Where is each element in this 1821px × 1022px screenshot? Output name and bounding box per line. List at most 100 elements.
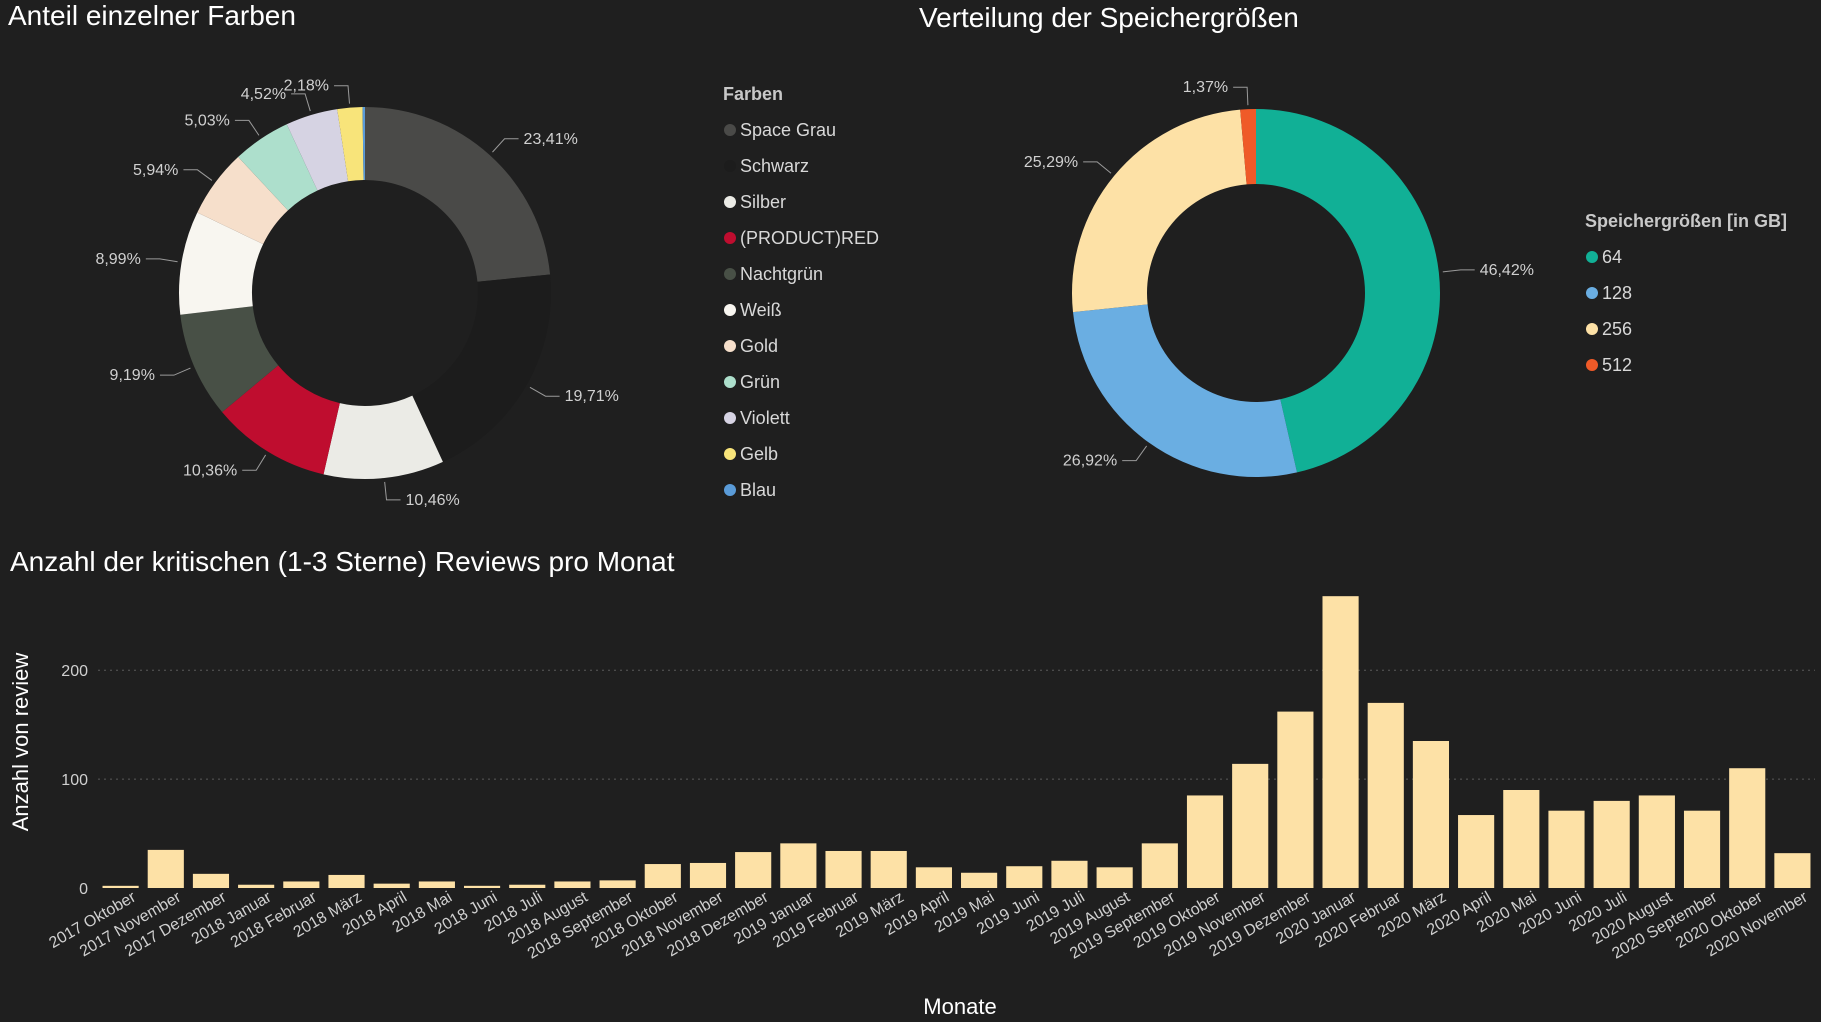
color-leader-line bbox=[384, 481, 401, 501]
bar-2020-oktober bbox=[1729, 768, 1766, 888]
storage-leader-line bbox=[1442, 269, 1475, 273]
bar-2018-august bbox=[554, 881, 591, 888]
color-legend-marker bbox=[724, 340, 736, 352]
storage-chart-title: Verteilung der Speichergrößen bbox=[919, 2, 1299, 33]
color-legend-title: Farben bbox=[723, 84, 783, 104]
storage-slice-64 bbox=[1256, 109, 1440, 473]
bar-2020-november bbox=[1774, 853, 1811, 888]
storage-legend-title: Speichergrößen [in GB] bbox=[1585, 211, 1787, 231]
storage-data-label: 26,92% bbox=[1063, 453, 1117, 470]
y-tick-label: 200 bbox=[61, 663, 88, 680]
color-data-label: 5,03% bbox=[185, 112, 230, 129]
bar-2020-april bbox=[1458, 815, 1495, 888]
bar-2019-juli bbox=[1051, 860, 1088, 888]
bar-2017-november bbox=[147, 849, 184, 888]
color-slice-violett bbox=[286, 109, 349, 191]
color-data-label: 19,71% bbox=[565, 388, 619, 405]
bar-2017-dezember bbox=[192, 873, 230, 888]
color-legend-marker bbox=[724, 124, 736, 136]
color-legend-marker bbox=[724, 268, 736, 280]
color-slice-grün bbox=[238, 124, 318, 211]
color-legend-marker bbox=[724, 412, 736, 424]
storage-slice-512 bbox=[1240, 109, 1256, 185]
bar-2018-märz bbox=[328, 874, 365, 888]
storage-legend-marker bbox=[1586, 359, 1598, 371]
bar-2020-januar bbox=[1322, 596, 1359, 888]
color-leader-line bbox=[291, 93, 311, 112]
color-slice-product-red bbox=[222, 365, 340, 475]
bar-2019-oktober bbox=[1186, 795, 1224, 888]
color-legend-item-schwarz: Schwarz bbox=[740, 156, 809, 176]
color-leader-line bbox=[492, 138, 519, 153]
color-data-label: 4,52% bbox=[241, 86, 286, 103]
storage-legend-item-256: 256 bbox=[1602, 319, 1632, 339]
reviews-chart-title: Anzahl der kritischen (1-3 Sterne) Revie… bbox=[10, 546, 675, 577]
bar-2018-oktober bbox=[644, 864, 681, 888]
color-leader-line bbox=[183, 169, 213, 181]
bar-2018-november bbox=[689, 862, 727, 888]
bar-2018-januar bbox=[238, 884, 275, 888]
storage-slice-128 bbox=[1072, 304, 1298, 477]
color-slice-weiß bbox=[179, 212, 264, 315]
color-legend-marker bbox=[724, 160, 736, 172]
bar-2018-februar bbox=[283, 881, 320, 888]
color-leader-line bbox=[529, 386, 560, 397]
bar-2018-juni bbox=[463, 885, 501, 888]
color-slice-space-grau bbox=[365, 107, 551, 282]
bar-2019-februar bbox=[825, 850, 862, 888]
bar-2020-märz bbox=[1412, 741, 1450, 888]
bar-2019-januar bbox=[780, 843, 817, 888]
bar-2018-mai bbox=[418, 881, 455, 888]
color-data-label: 9,19% bbox=[110, 367, 155, 384]
storage-slice-256 bbox=[1072, 109, 1247, 313]
color-slice-gold bbox=[197, 156, 288, 245]
bar-2020-august bbox=[1638, 795, 1675, 888]
storage-data-label: 1,37% bbox=[1183, 79, 1228, 96]
bar-2019-mai bbox=[961, 872, 998, 888]
bar-2018-april bbox=[373, 883, 410, 888]
color-legend-item-grün: Grün bbox=[740, 372, 780, 392]
bar-2018-dezember bbox=[735, 852, 772, 888]
x-axis-title: Monate bbox=[923, 994, 996, 1019]
color-legend-marker bbox=[724, 196, 736, 208]
y-tick-label: 0 bbox=[79, 881, 88, 898]
bar-2020-juni bbox=[1548, 810, 1585, 888]
storage-legend-marker bbox=[1586, 251, 1598, 263]
color-data-label: 10,36% bbox=[183, 462, 237, 479]
color-legend-item-violett: Violett bbox=[740, 408, 790, 428]
color-legend-item-product-red: (PRODUCT)RED bbox=[740, 228, 879, 248]
storage-donut-chart: 46,42% 26,92% 25,29% 1,37% Speichergrößen [i… bbox=[1024, 79, 1787, 477]
color-slice-gelb bbox=[337, 107, 364, 182]
color-data-label: 8,99% bbox=[95, 251, 140, 268]
color-leader-line bbox=[334, 85, 350, 104]
color-data-label: 2,18% bbox=[284, 78, 329, 95]
color-legend-marker bbox=[724, 376, 736, 388]
color-leader-line bbox=[145, 258, 178, 263]
color-legend-marker bbox=[724, 304, 736, 316]
color-leader-line bbox=[234, 119, 260, 136]
bar-2019-april bbox=[915, 867, 952, 888]
bar-2019-märz bbox=[870, 850, 907, 888]
color-legend-item-gelb: Gelb bbox=[740, 444, 778, 464]
storage-data-label: 25,29% bbox=[1024, 154, 1078, 171]
color-leader-line bbox=[159, 367, 191, 376]
color-legend-marker bbox=[724, 232, 736, 244]
color-slice-silber bbox=[323, 395, 443, 479]
bar-2019-dezember bbox=[1277, 711, 1314, 888]
storage-legend-item-512: 512 bbox=[1602, 355, 1632, 375]
color-data-label: 23,41% bbox=[524, 131, 578, 148]
color-legend-marker bbox=[724, 448, 736, 460]
bar-2020-mai bbox=[1503, 790, 1540, 888]
color-legend-item-weiß: Weiß bbox=[740, 300, 782, 320]
storage-legend-item-64: 64 bbox=[1602, 247, 1622, 267]
color-data-label: 5,94% bbox=[133, 162, 178, 179]
color-slice-schwarz bbox=[412, 274, 551, 462]
bar-2020-september bbox=[1683, 810, 1721, 888]
storage-leader-line bbox=[1233, 86, 1249, 106]
bar-2020-juli bbox=[1593, 800, 1630, 888]
storage-leader-line bbox=[1083, 161, 1112, 174]
bar-2019-august bbox=[1096, 867, 1133, 888]
color-chart-title: Anteil einzelner Farben bbox=[8, 0, 296, 31]
color-leader-line bbox=[242, 454, 267, 471]
